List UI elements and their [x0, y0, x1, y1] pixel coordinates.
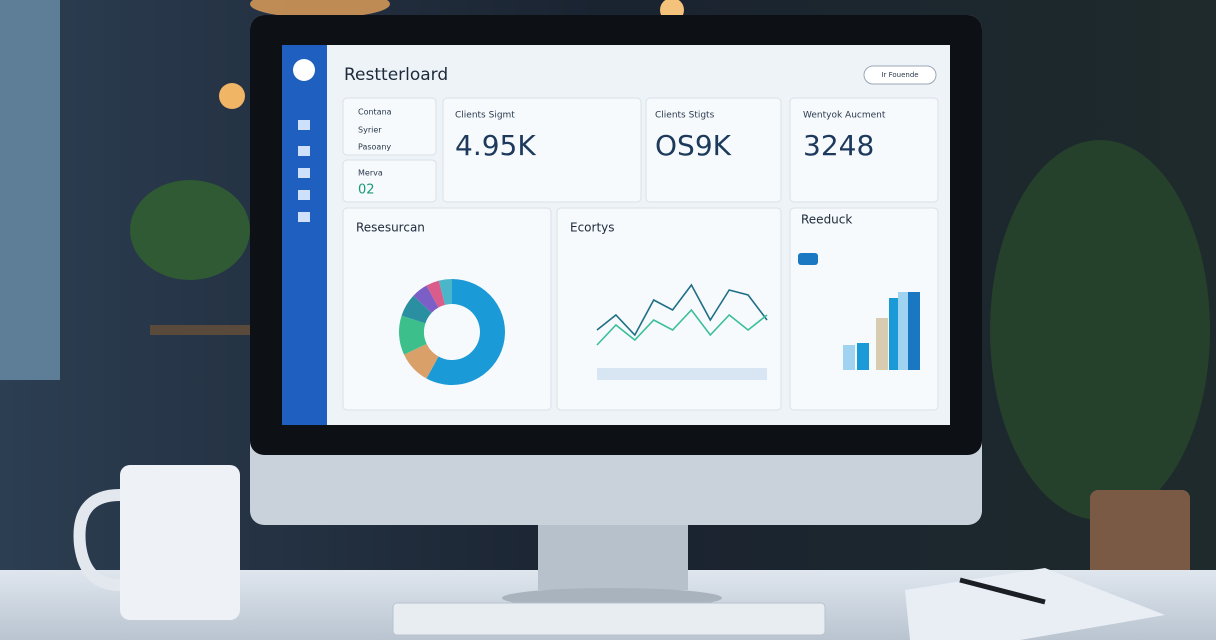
- donut-segment: [426, 280, 446, 308]
- bar: [876, 318, 888, 370]
- mini-label: Merva: [358, 169, 383, 178]
- kpi-value: 3248: [803, 129, 874, 162]
- shelf: [150, 325, 250, 335]
- monitor-stand: [538, 520, 688, 590]
- plant: [130, 180, 250, 280]
- bar: [843, 345, 855, 370]
- card: [342, 159, 437, 203]
- bar: [857, 343, 869, 370]
- kpi-label: Clients Sigmt: [455, 111, 515, 121]
- mini-value: 02: [358, 183, 375, 198]
- line-series: [596, 308, 768, 346]
- nav-icon[interactable]: [298, 146, 310, 156]
- donut-segment: [426, 279, 506, 385]
- nav-icon[interactable]: [298, 212, 310, 222]
- pen: [959, 577, 1046, 605]
- notebook: [905, 568, 1165, 640]
- mug-handle: [73, 489, 121, 591]
- tab[interactable]: [798, 253, 818, 265]
- plant: [990, 140, 1210, 520]
- range-band: [597, 368, 767, 380]
- title: Restterloard: [344, 65, 448, 85]
- logo: [293, 59, 315, 81]
- donut-segment: [398, 315, 427, 355]
- lamp: [219, 83, 245, 109]
- panel-title: Reeduck: [801, 213, 852, 227]
- bar: [908, 292, 920, 370]
- kpi-value: OS9K: [655, 129, 732, 162]
- kpi-card: [645, 97, 782, 203]
- bar: [898, 292, 910, 370]
- button[interactable]: [863, 65, 937, 85]
- nav-icon[interactable]: [298, 168, 310, 178]
- donut-segment: [438, 279, 452, 305]
- donut-segment: [404, 343, 439, 379]
- line-series: [596, 283, 768, 337]
- pot: [1090, 490, 1190, 580]
- keyboard: [392, 602, 826, 636]
- kpi-card: [789, 97, 939, 203]
- panel: [342, 207, 552, 411]
- sidebar: [282, 45, 327, 425]
- list-item: Pasoany: [358, 143, 391, 152]
- mug: [120, 465, 240, 620]
- card: [342, 97, 437, 156]
- nav-icon[interactable]: [298, 190, 310, 200]
- lamp: [250, 0, 390, 18]
- panel-title: Resesurcan: [356, 221, 425, 235]
- nav-icon[interactable]: [298, 120, 310, 130]
- window: [0, 0, 60, 380]
- donut-segment: [413, 285, 439, 313]
- panel-title: Ecortys: [570, 221, 615, 235]
- list-item: Contana: [358, 108, 392, 117]
- kpi-card: [442, 97, 642, 203]
- kpi-label: Clients Stigts: [655, 111, 715, 121]
- kpi-label: Wentyok Aucment: [803, 111, 886, 121]
- list-item: Syrier: [358, 126, 382, 135]
- kpi-value: 4.95K: [455, 129, 536, 162]
- donut-segment: [401, 295, 432, 324]
- button-label[interactable]: Ir Fouende: [881, 71, 918, 79]
